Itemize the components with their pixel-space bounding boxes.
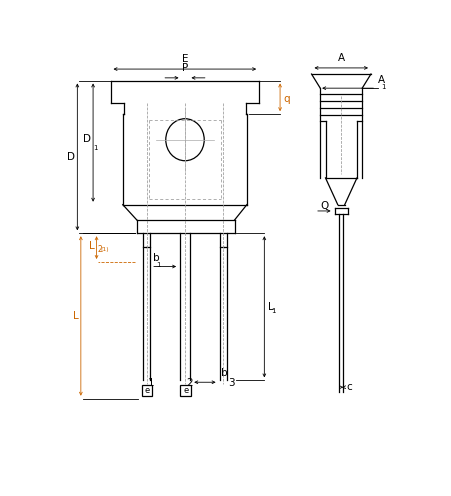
Text: P: P	[182, 63, 188, 73]
Text: L: L	[89, 241, 95, 250]
Text: 2: 2	[97, 245, 102, 254]
Text: D: D	[67, 152, 75, 162]
Text: c: c	[346, 382, 352, 392]
Text: e: e	[145, 386, 150, 395]
Text: 3: 3	[229, 378, 235, 388]
Text: 1: 1	[156, 261, 161, 268]
Text: 1: 1	[382, 84, 386, 90]
Text: A: A	[378, 75, 385, 85]
Bar	[142, 385, 152, 396]
Text: A: A	[338, 54, 345, 63]
Text: b: b	[153, 252, 160, 263]
Text: Q: Q	[320, 201, 328, 211]
Text: (1): (1)	[100, 247, 109, 252]
Text: L: L	[73, 311, 79, 321]
Text: 1: 1	[271, 309, 276, 314]
Text: 1: 1	[147, 378, 154, 388]
Text: 1: 1	[93, 145, 97, 151]
Text: b: b	[221, 369, 228, 378]
Text: E: E	[182, 54, 188, 63]
Text: q: q	[284, 94, 290, 104]
Text: D: D	[83, 134, 91, 144]
Text: 2: 2	[187, 378, 193, 388]
Text: e: e	[183, 386, 189, 395]
Text: L: L	[268, 302, 274, 312]
Bar	[180, 385, 191, 396]
